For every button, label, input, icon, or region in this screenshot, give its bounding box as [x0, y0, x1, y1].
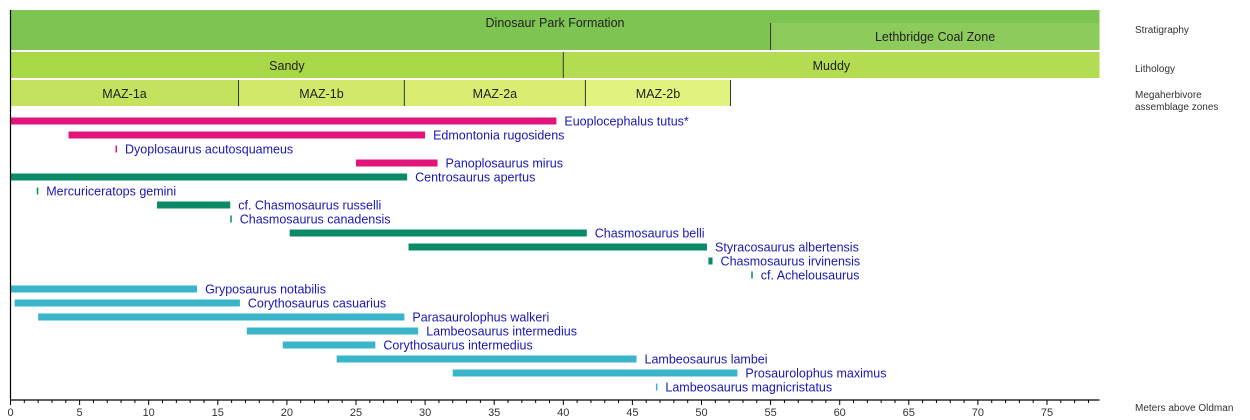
- x-tick-label: 15: [212, 407, 224, 419]
- x-tick-label: 5: [77, 407, 83, 419]
- x-tick-label: 25: [350, 407, 362, 419]
- range-bar: [36, 187, 39, 195]
- taxon-label: Panoplosaurus mirus: [446, 157, 563, 171]
- range-bar: [356, 159, 438, 167]
- band-label: Dinosaur Park Formation: [486, 16, 625, 30]
- x-axis-label: Meters above Oldman: [1135, 403, 1233, 414]
- x-tick-label: 60: [834, 407, 846, 419]
- taxon-label: Corythosaurus casuarius: [248, 297, 386, 311]
- range-bar: [336, 355, 637, 363]
- band-label: Lethbridge Coal Zone: [875, 30, 995, 44]
- taxon-label: Edmontonia rugosidens: [433, 129, 564, 143]
- band-muddy: [563, 52, 1100, 78]
- taxon-label: Lambeosaurus magnicristatus: [665, 381, 832, 395]
- taxon-label: Euoplocephalus tutus*: [564, 115, 689, 129]
- taxon-label: Chasmosaurus irvinensis: [721, 255, 861, 269]
- x-tick-label: 10: [143, 407, 155, 419]
- range-bar: [408, 243, 708, 251]
- taxon-label: Prosaurolophus maximus: [745, 367, 886, 381]
- band-label: MAZ-1a: [102, 87, 147, 101]
- x-tick-label: 30: [419, 407, 431, 419]
- band-label: Sandy: [269, 59, 305, 73]
- range-bar: [751, 271, 753, 279]
- row-label-lithology: Lithology: [1135, 64, 1175, 75]
- range-bar: [282, 341, 376, 349]
- band-maz-2a: [404, 80, 586, 106]
- band-label: MAZ-2a: [473, 87, 518, 101]
- range-bar: [115, 145, 118, 153]
- header-bands: Dinosaur Park Formation Lethbridge Coal Z…: [10, 10, 1100, 106]
- x-tick-label: 20: [281, 407, 293, 419]
- taxon-ranges: Euoplocephalus tutus*Edmontonia rugoside…: [10, 115, 886, 395]
- range-bar: [68, 131, 426, 139]
- range-bar: [10, 173, 408, 181]
- row-label-stratigraphy: Stratigraphy: [1135, 25, 1189, 36]
- taxon-label: Chasmosaurus canadensis: [240, 213, 391, 227]
- x-tick-label: 50: [695, 407, 707, 419]
- x-tick-label: 75: [1041, 407, 1053, 419]
- range-bar: [14, 299, 240, 307]
- band-label: MAZ-1b: [299, 87, 344, 101]
- x-axis: 0 5 10 15 20 25 30 35 40 45 50 55 60 65 70 75: [7, 10, 1100, 419]
- range-bar: [708, 257, 713, 265]
- x-tick-label: 40: [557, 407, 569, 419]
- taxon-label: cf. Chasmosaurus russelli: [238, 199, 381, 213]
- range-bar: [246, 327, 419, 335]
- band-label: MAZ-2b: [636, 87, 681, 101]
- x-tick-label: 55: [764, 407, 776, 419]
- taxon-label: Corythosaurus intermedius: [383, 339, 532, 353]
- band-maz-1a: [10, 80, 239, 106]
- taxon-label: Styracosaurus albertensis: [715, 241, 859, 255]
- taxon-label: Parasaurolophus walkeri: [412, 311, 549, 325]
- taxon-label: Mercuriceratops gemini: [46, 185, 176, 199]
- x-tick-label: 0: [7, 407, 13, 419]
- x-tick-label: 65: [903, 407, 915, 419]
- taxon-label: Lambeosaurus intermedius: [426, 325, 577, 339]
- range-bar: [38, 313, 405, 321]
- band-label: Muddy: [813, 59, 851, 73]
- range-bar: [289, 229, 587, 237]
- range-bar: [452, 369, 738, 377]
- range-bar: [156, 201, 231, 209]
- row-label-maz: Megaherbivore assemblage zones: [1135, 90, 1218, 113]
- band-maz-1b: [238, 80, 405, 106]
- row-label-maz-line: Megaherbivore: [1135, 90, 1202, 101]
- band-lethbridge: [770, 23, 1100, 50]
- taxon-label: Lambeosaurus lambei: [645, 353, 768, 367]
- range-bar: [10, 117, 557, 125]
- band-maz-2b: [585, 80, 731, 106]
- band-sandy: [10, 52, 564, 78]
- range-bar: [10, 285, 198, 293]
- x-tick-label: 45: [626, 407, 638, 419]
- range-bar: [230, 215, 232, 223]
- taxon-label: Chasmosaurus belli: [595, 227, 705, 241]
- taxon-label: Centrosaurus apertus: [415, 171, 535, 185]
- x-tick-label: 70: [972, 407, 984, 419]
- x-tick-label: 35: [488, 407, 500, 419]
- taxon-label: cf. Achelousaurus: [761, 269, 860, 283]
- range-bar: [655, 383, 658, 391]
- taxon-label: Dyoplosaurus acutosquameus: [125, 143, 293, 157]
- row-label-maz-line: assemblage zones: [1135, 102, 1218, 113]
- taxon-label: Gryposaurus notabilis: [205, 283, 326, 297]
